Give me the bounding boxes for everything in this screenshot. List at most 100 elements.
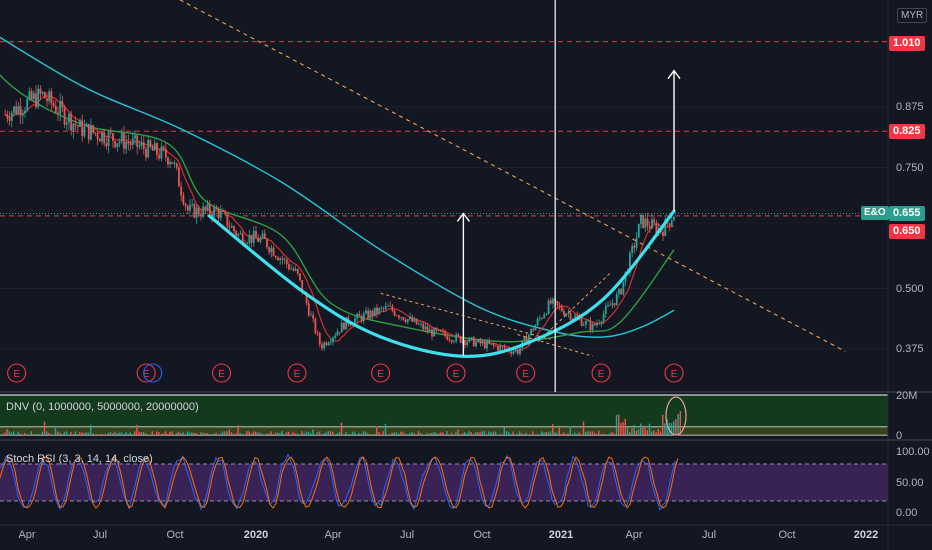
candle-body <box>362 313 365 321</box>
volume-bar <box>13 431 15 435</box>
volume-bar <box>589 431 591 435</box>
candle-body <box>184 204 187 206</box>
candle-body <box>103 132 106 144</box>
volume-bar <box>618 414 620 435</box>
candle-body <box>488 340 491 344</box>
volume-bar <box>92 433 94 435</box>
volume-bar <box>268 433 270 435</box>
volume-bar <box>261 433 263 435</box>
candle-body <box>486 340 488 349</box>
volume-bar <box>32 434 35 435</box>
volume-bar <box>556 432 558 435</box>
volume-bar <box>545 432 547 435</box>
candle-body <box>464 340 466 345</box>
candle-body <box>50 91 53 104</box>
volume-bar <box>167 433 169 435</box>
volume-bar <box>659 431 662 435</box>
candle-body <box>591 323 594 330</box>
candle-body <box>569 313 572 320</box>
candle-body <box>15 106 18 115</box>
candle-body <box>213 207 216 218</box>
candle-body <box>329 341 332 344</box>
volume-bar <box>142 431 145 435</box>
volume-bar <box>547 432 549 435</box>
price-tick-0875: 0.875 <box>896 101 924 113</box>
candle-body <box>576 315 579 317</box>
candle-body <box>193 203 196 218</box>
volume-bar <box>505 431 508 435</box>
volume-bar <box>54 428 57 435</box>
earnings-marker[interactable] <box>7 363 27 383</box>
candle-body <box>411 316 414 322</box>
candle-body <box>41 92 44 94</box>
volume-bar <box>292 431 294 435</box>
volume-bar <box>123 433 125 435</box>
candle-body <box>224 211 227 215</box>
volume-bar <box>376 426 378 435</box>
candle-body <box>4 114 7 116</box>
volume-bar <box>120 432 123 435</box>
candle-body <box>534 325 537 331</box>
earnings-marker[interactable] <box>516 363 536 383</box>
candle-body <box>263 233 266 239</box>
candle-body <box>37 88 40 108</box>
rsi-indicator-title[interactable]: Stoch RSI (3, 3, 14, 14, close) <box>6 453 153 465</box>
candle-body <box>68 113 70 123</box>
earnings-marker[interactable] <box>664 363 684 383</box>
earnings-marker[interactable] <box>446 363 466 383</box>
volume-indicator-title[interactable]: DNV (0, 1000000, 5000000, 20000000) <box>6 401 199 413</box>
candle-body <box>468 337 471 343</box>
currency-label[interactable]: MYR <box>897 8 928 23</box>
volume-bar <box>637 429 640 435</box>
volume-bar <box>129 432 131 435</box>
earnings-marker[interactable] <box>287 363 307 383</box>
volume-bar <box>523 434 525 435</box>
volume-bar <box>565 434 567 435</box>
volume-bar <box>151 431 153 435</box>
volume-bar <box>675 418 677 435</box>
candle-body <box>285 259 288 265</box>
volume-bar <box>83 433 85 435</box>
candle-body <box>105 143 108 146</box>
horizontal-levels <box>0 41 888 217</box>
candle-body <box>349 324 352 326</box>
candle-body <box>191 203 194 205</box>
candle-body <box>237 234 240 236</box>
candle-body <box>402 317 405 321</box>
price-pane[interactable] <box>0 0 888 392</box>
volume-bar <box>395 432 398 435</box>
volume-bar <box>257 432 259 435</box>
volume-band-fill <box>0 427 888 435</box>
candle-body <box>640 214 642 224</box>
earnings-marker[interactable] <box>371 363 391 383</box>
candle-body <box>477 339 480 342</box>
candle-body <box>79 120 81 127</box>
candle-body <box>549 300 552 304</box>
volume-bar <box>241 434 244 435</box>
volume-bar <box>288 431 290 435</box>
volume-bar <box>413 432 415 435</box>
earnings-marker[interactable] <box>136 363 156 383</box>
candle-body <box>301 279 304 293</box>
volume-bar <box>294 433 296 435</box>
volume-bar <box>224 431 226 435</box>
candle-body <box>171 161 174 164</box>
candle-body <box>631 245 634 253</box>
candle-body <box>283 259 286 260</box>
earnings-marker[interactable] <box>212 363 232 383</box>
volume-bar <box>283 434 285 435</box>
candle-body <box>607 304 609 307</box>
candle-body <box>208 203 211 214</box>
earnings-marker[interactable] <box>143 363 163 383</box>
candle-body <box>635 237 638 248</box>
candle-body <box>475 341 477 347</box>
candle-body <box>439 329 442 332</box>
volume-bar <box>488 431 490 435</box>
candle-body <box>338 331 341 333</box>
candle-body <box>431 329 433 337</box>
volume-bar <box>2 434 4 435</box>
candle-body <box>136 135 139 147</box>
earnings-marker[interactable] <box>591 363 611 383</box>
candle-body <box>204 206 207 210</box>
